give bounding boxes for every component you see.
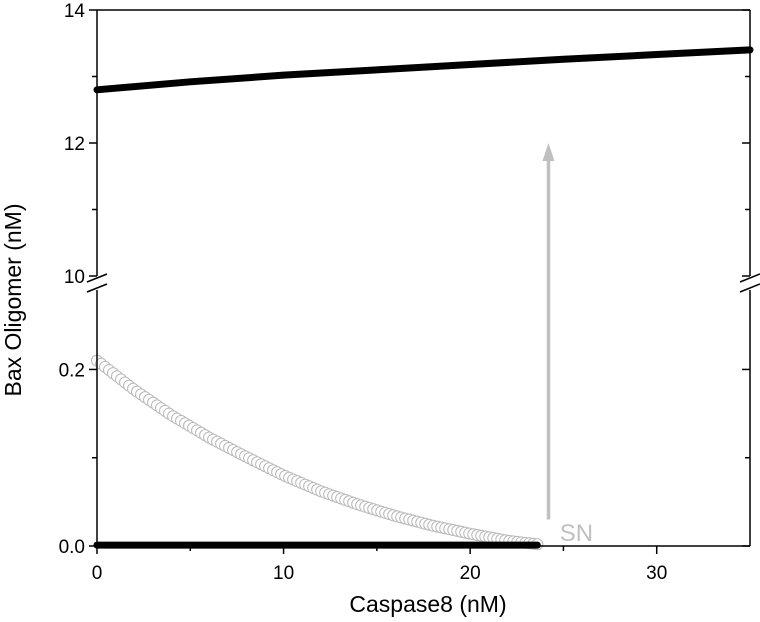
x-tick-label: 10 <box>273 563 294 584</box>
right-break-mark <box>739 283 760 293</box>
annotation-sn: SN <box>560 520 593 547</box>
left-break-mark <box>86 273 108 283</box>
y-tick-label-upper: 14 <box>64 1 86 22</box>
tick-layer: 0 10 20 30 10 12 14 0.0 0.2 <box>59 1 750 584</box>
y-tick-label-upper: 10 <box>64 267 85 288</box>
series-layer <box>91 46 754 551</box>
y-tick-label-lower: 0.0 <box>59 537 85 558</box>
transition-arrow-head <box>542 143 555 161</box>
series-line-upper <box>93 46 754 94</box>
x-tick-label: 0 <box>92 563 103 584</box>
x-tick-label: 20 <box>460 563 481 584</box>
left-break-mark <box>86 283 108 293</box>
y-tick-label-lower: 0.2 <box>59 360 85 381</box>
x-axis-label: Caspase8 (nM) <box>349 591 506 617</box>
y-tick-label-upper: 12 <box>64 134 85 155</box>
x-tick-label: 30 <box>646 563 667 584</box>
right-break-mark <box>739 273 760 283</box>
y-axis-label: Bax Oligomer (nM) <box>0 204 26 397</box>
frame-layer <box>86 9 760 547</box>
